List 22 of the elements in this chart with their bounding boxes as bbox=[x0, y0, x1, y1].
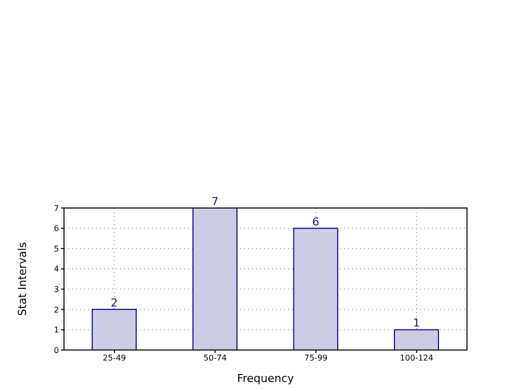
bar bbox=[394, 329, 439, 350]
data-label: 1 bbox=[412, 316, 420, 330]
y-tick-label: 4 bbox=[54, 264, 59, 274]
x-tick-label: 25-49 bbox=[102, 354, 126, 363]
x-tick-label: 75-99 bbox=[304, 354, 328, 363]
data-label: 7 bbox=[211, 195, 218, 208]
y-tick-label: 3 bbox=[54, 284, 59, 294]
bar bbox=[293, 228, 338, 350]
data-label: 6 bbox=[312, 215, 320, 228]
x-tick-label: 50-74 bbox=[204, 354, 227, 363]
y-tick-label: 1 bbox=[54, 326, 59, 335]
y-tick-label: 0 bbox=[54, 346, 59, 355]
data-label: 2 bbox=[110, 296, 118, 310]
y-tick-label: 7 bbox=[54, 204, 59, 213]
y-axis-title: Stat Intervals bbox=[16, 242, 29, 316]
y-tick-label: 2 bbox=[54, 305, 59, 314]
x-tick-label: 100-124 bbox=[400, 354, 434, 363]
bar bbox=[192, 208, 238, 350]
y-tick-label: 5 bbox=[54, 244, 59, 254]
x-axis-title: Frequency bbox=[237, 372, 294, 385]
bar bbox=[92, 308, 137, 350]
y-tick-label: 6 bbox=[54, 224, 59, 234]
